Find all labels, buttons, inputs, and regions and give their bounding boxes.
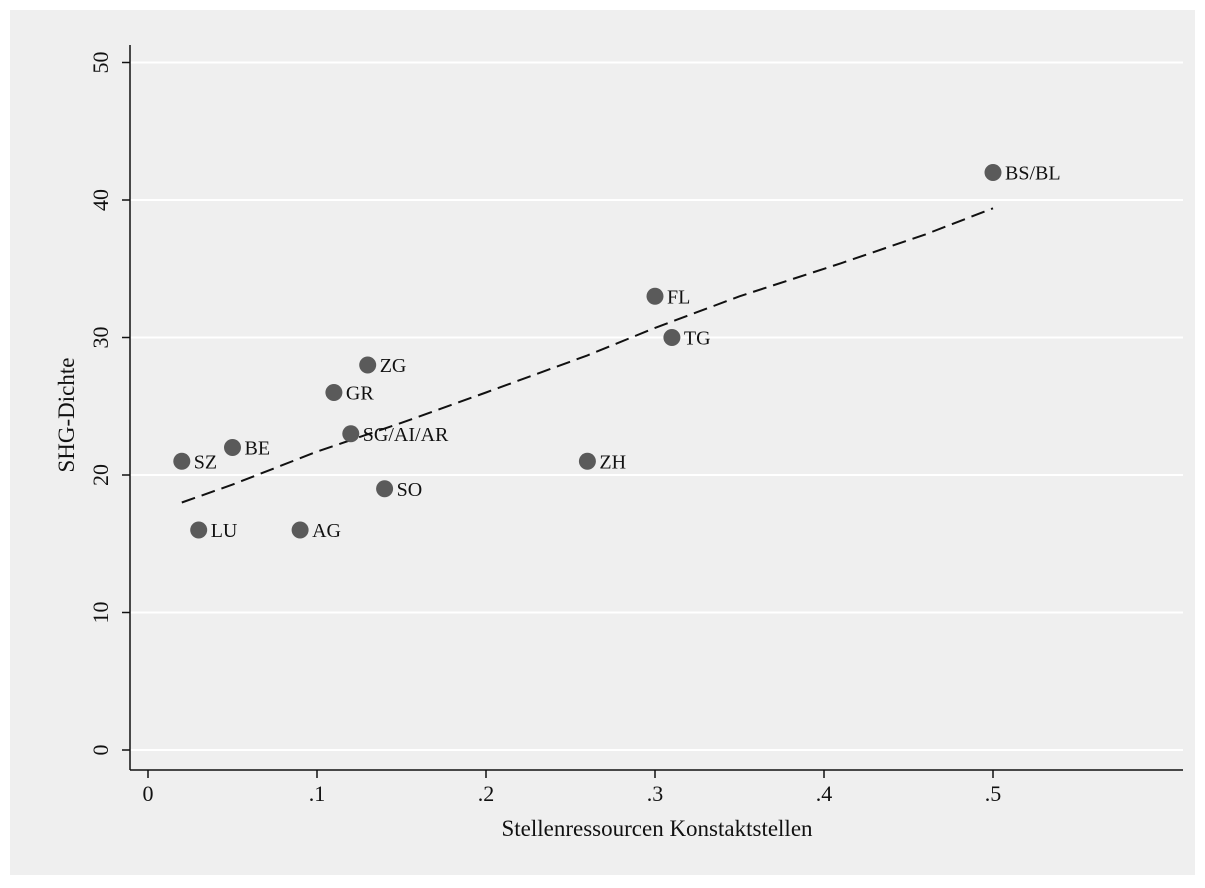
- x-tick-label: .4: [816, 781, 833, 806]
- data-point: [291, 521, 309, 539]
- data-point-label: LU: [211, 520, 238, 542]
- y-axis-title: SHG-Dichte: [54, 358, 79, 473]
- data-point-label: SG/AI/AR: [363, 424, 449, 446]
- y-tick-label: 40: [88, 189, 113, 211]
- data-point: [376, 480, 394, 498]
- fit-line: [181, 207, 994, 504]
- data-point: [646, 287, 664, 305]
- data-point: [325, 384, 343, 401]
- data-points: BS/BL FL TG ZG GR SG/AI/AR BE SZ ZH SO LU AG: [173, 163, 1061, 542]
- data-point-label: ZH: [599, 451, 626, 473]
- grid-lines: [130, 61, 1183, 751]
- y-tick-label: 30: [88, 327, 113, 349]
- data-point-label: GR: [346, 383, 374, 405]
- data-point: [342, 425, 360, 443]
- data-point: [984, 164, 1002, 181]
- tick-marks: 0 10 20 30 40 50 0 .1 .2 .3 .4 .5: [88, 52, 1001, 807]
- data-point: [173, 452, 191, 470]
- data-point-label: TG: [684, 328, 711, 350]
- data-point-label: BS/BL: [1005, 163, 1061, 185]
- x-axis-title: Stellenressourcen Konstaktstellen: [501, 816, 813, 841]
- x-tick-label: .2: [478, 781, 495, 806]
- y-tick-label: 10: [88, 602, 113, 624]
- data-point: [190, 521, 208, 539]
- x-tick-label: 0: [143, 781, 154, 806]
- data-point: [224, 439, 241, 456]
- data-point-label: SO: [397, 479, 423, 501]
- x-tick-label: .5: [985, 781, 1002, 806]
- data-point-label: SZ: [194, 451, 217, 473]
- data-point-label: FL: [667, 286, 690, 308]
- x-tick-label: .3: [647, 781, 664, 806]
- scatter-plot: 0 10 20 30 40 50 0 .1 .2 .3 .4 .5 BS/BL FL TG ZG GR SG/A…: [54, 45, 1183, 841]
- data-point: [359, 356, 377, 374]
- y-tick-label: 50: [88, 52, 113, 74]
- y-tick-label: 0: [88, 745, 113, 756]
- fit-line-group: [181, 207, 994, 504]
- axes: [129, 45, 1183, 771]
- y-tick-label: 20: [88, 464, 113, 486]
- data-point-label: AG: [312, 520, 341, 542]
- data-point: [578, 452, 596, 470]
- chart-frame: 0 10 20 30 40 50 0 .1 .2 .3 .4 .5 BS/BL FL TG ZG GR SG/A…: [10, 10, 1195, 875]
- data-point-label: ZG: [380, 355, 407, 377]
- data-point-label: BE: [245, 438, 271, 460]
- x-tick-label: .1: [309, 781, 326, 806]
- data-point: [663, 329, 681, 346]
